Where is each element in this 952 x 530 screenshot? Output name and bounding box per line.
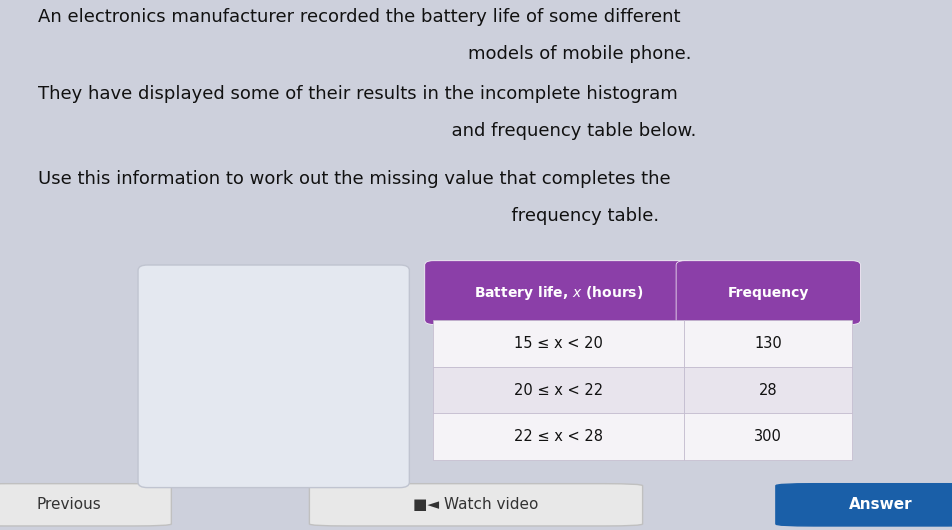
Bar: [684, 320, 852, 367]
Text: 28: 28: [759, 383, 778, 398]
Bar: [199, 379, 266, 472]
Text: Previous: Previous: [36, 497, 101, 513]
Text: 130: 130: [754, 336, 783, 351]
Text: They have displayed some of their results in the incomplete histogram: They have displayed some of their result…: [38, 85, 678, 103]
Text: 22 ≤ x < 28: 22 ≤ x < 28: [514, 429, 604, 444]
Y-axis label: Frequency density: Frequency density: [168, 320, 180, 428]
Text: models of mobile phone.: models of mobile phone.: [261, 45, 691, 63]
Text: Frequency: Frequency: [727, 286, 809, 299]
Text: An electronics manufacturer recorded the battery life of some different: An electronics manufacturer recorded the…: [38, 8, 681, 26]
FancyBboxPatch shape: [776, 484, 952, 526]
Text: Answer: Answer: [849, 497, 912, 513]
Bar: [433, 320, 684, 367]
Bar: [433, 367, 684, 413]
FancyBboxPatch shape: [676, 261, 861, 324]
Bar: [292, 422, 372, 472]
Text: ■◄ Watch video: ■◄ Watch video: [413, 497, 539, 513]
Text: 300: 300: [754, 429, 783, 444]
Text: and frequency table below.: and frequency table below.: [256, 122, 696, 140]
Text: frequency table.: frequency table.: [293, 207, 659, 225]
FancyBboxPatch shape: [0, 484, 171, 526]
Text: Use this information to work out the missing value that completes the: Use this information to work out the mis…: [38, 170, 671, 188]
Bar: [433, 413, 684, 460]
FancyBboxPatch shape: [425, 261, 693, 324]
FancyBboxPatch shape: [309, 484, 643, 526]
Text: 20 ≤ x < 22: 20 ≤ x < 22: [514, 383, 604, 398]
Text: 15 ≤ x < 20: 15 ≤ x < 20: [514, 336, 604, 351]
Text: Battery life, $x$ (hours): Battery life, $x$ (hours): [474, 284, 644, 302]
Bar: [684, 413, 852, 460]
Bar: [684, 367, 852, 413]
